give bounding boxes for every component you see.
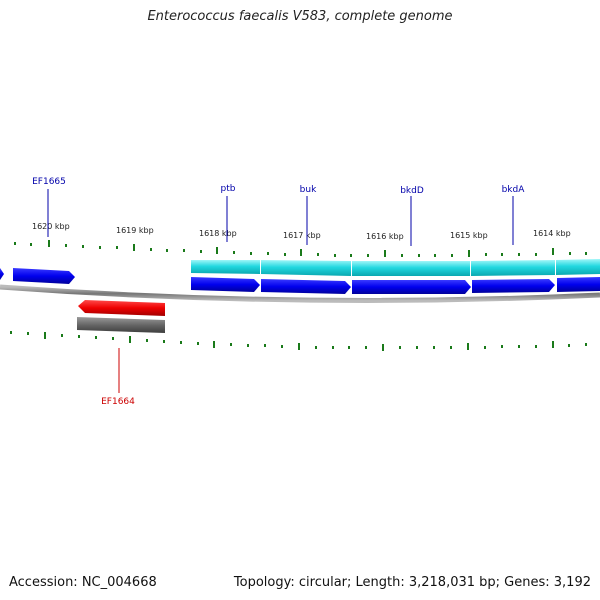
gene-label-ef1665[interactable]: EF1665	[32, 177, 66, 187]
ruler-label: 1615 kbp	[450, 231, 488, 240]
ruler-label: 1616 kbp	[366, 232, 404, 241]
genome-backbone	[0, 284, 600, 303]
gene-arrow-ef1664[interactable]	[78, 300, 165, 316]
gene-label-bkdd[interactable]: bkdD	[400, 186, 424, 196]
ruler-ticks-inner	[10, 331, 587, 351]
gene-arrow-partial[interactable]	[557, 277, 600, 292]
ruler-ticks-outer	[14, 240, 587, 257]
gene-label-buk[interactable]: buk	[300, 185, 317, 195]
cds-segment[interactable]	[352, 261, 470, 276]
cds-segment-reverse[interactable]	[77, 317, 165, 333]
genome-title: Enterococcus faecalis V583, complete gen…	[147, 9, 453, 24]
cds-band-forward	[191, 259, 600, 276]
gene-arrow-bkdd[interactable]	[352, 280, 471, 294]
cds-segment[interactable]	[556, 259, 600, 275]
gene-arrow-buk[interactable]	[261, 279, 351, 294]
gene-label-bkda[interactable]: bkdA	[502, 185, 526, 195]
cds-segment[interactable]	[261, 260, 351, 276]
ruler-label: 1617 kbp	[283, 231, 321, 240]
ruler-label: 1620 kbp	[32, 222, 70, 231]
gene-arrow-bkda[interactable]	[472, 279, 555, 293]
gene-label-ef1664[interactable]: EF1664	[101, 397, 135, 407]
ruler-label: 1614 kbp	[533, 229, 571, 238]
gene-label-ptb[interactable]: ptb	[221, 184, 236, 194]
ruler-label: 1619 kbp	[116, 226, 154, 235]
cds-segment[interactable]	[191, 260, 260, 274]
genes-forward	[0, 268, 600, 294]
cds-segment[interactable]	[471, 260, 555, 276]
ruler-label: 1618 kbp	[199, 229, 237, 238]
accession-text: Accession: NC_004668	[9, 575, 157, 590]
gene-arrow-ptb[interactable]	[191, 277, 260, 292]
gene-arrow-ef1665[interactable]	[13, 268, 75, 284]
genome-summary-text: Topology: circular; Length: 3,218,031 bp…	[233, 575, 591, 590]
gene-arrow-partial[interactable]	[0, 268, 4, 280]
